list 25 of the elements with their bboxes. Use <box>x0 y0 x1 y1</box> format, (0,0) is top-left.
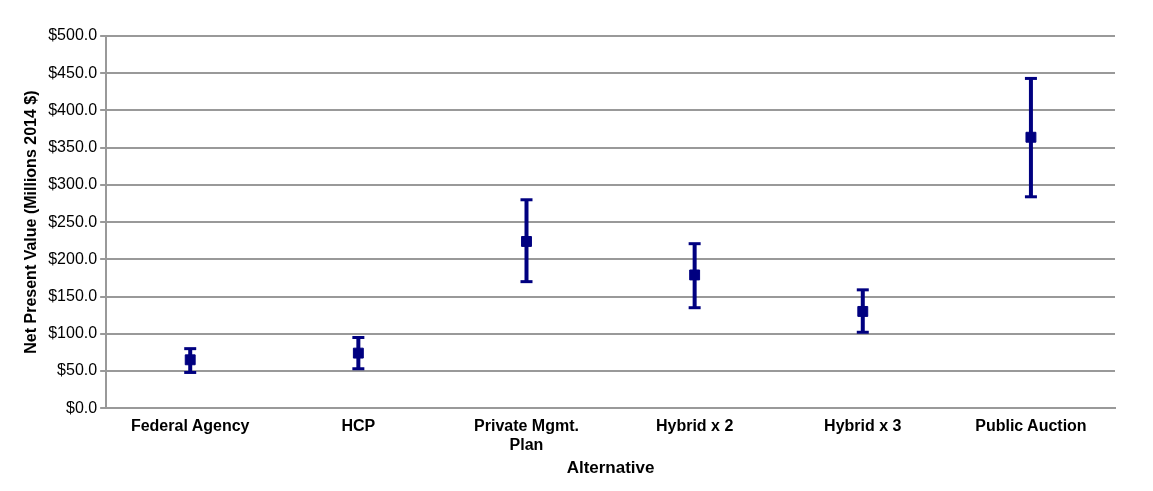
point <box>184 354 196 366</box>
x-tick-label: HCP <box>341 417 376 435</box>
y-tick-label: $150.0 <box>48 286 98 304</box>
y-tick-label: $400.0 <box>48 100 98 118</box>
y-tick-label: $500.0 <box>48 26 98 44</box>
y-tick-label: $450.0 <box>48 63 98 81</box>
point <box>857 305 869 317</box>
y-tick-label: $0.0 <box>66 398 98 416</box>
x-tick-label: Hybrid x 3 <box>824 417 902 435</box>
y-axis-title: Net Present Value (Millions 2014 $) <box>22 90 40 354</box>
point <box>521 236 532 247</box>
point <box>689 269 701 281</box>
y-tick-label: $250.0 <box>48 212 98 230</box>
y-tick-label: $50.0 <box>57 361 98 379</box>
x-tick-label: Private Mgmt. Plan <box>474 417 579 454</box>
y-tick-label: $350.0 <box>48 138 98 156</box>
x-tick-label: Hybrid x 2 <box>655 417 734 435</box>
y-tick-label: $300.0 <box>48 175 98 193</box>
y-tick-label: $100.0 <box>48 324 98 342</box>
x-tick-label: Federal Agency <box>130 417 250 435</box>
x-tick-label: Public Auction <box>975 417 1087 435</box>
y-tick-label: $200.0 <box>48 249 98 267</box>
x-axis-title: Alternative <box>566 458 655 478</box>
point <box>1025 131 1037 143</box>
point <box>352 347 364 359</box>
